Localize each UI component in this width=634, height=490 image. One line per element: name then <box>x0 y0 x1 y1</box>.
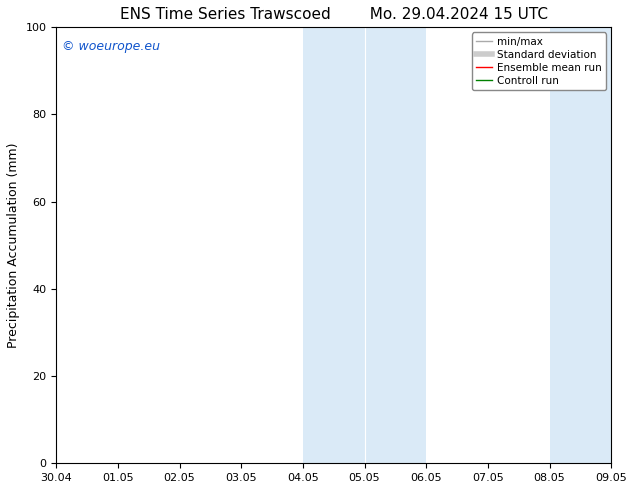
Text: © woeurope.eu: © woeurope.eu <box>61 40 160 53</box>
Bar <box>611 27 634 464</box>
Bar <box>303 27 365 464</box>
Title: ENS Time Series Trawscoed        Mo. 29.04.2024 15 UTC: ENS Time Series Trawscoed Mo. 29.04.2024… <box>120 7 548 22</box>
Bar <box>365 27 426 464</box>
Bar <box>550 27 611 464</box>
Legend: min/max, Standard deviation, Ensemble mean run, Controll run: min/max, Standard deviation, Ensemble me… <box>472 32 606 90</box>
Y-axis label: Precipitation Accumulation (mm): Precipitation Accumulation (mm) <box>7 143 20 348</box>
